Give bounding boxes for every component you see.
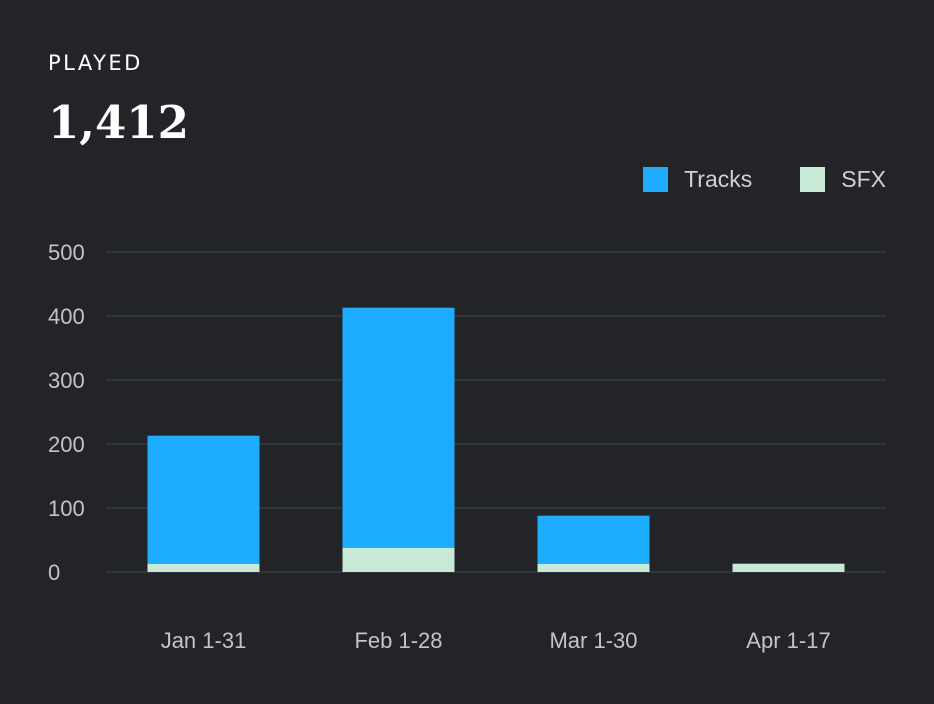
- y-tick-label-500: 500: [48, 240, 85, 265]
- bar-tracks-1: [342, 307, 455, 548]
- bar-sfx-2: [537, 563, 650, 572]
- chart-legend: Tracks SFX: [595, 166, 886, 193]
- legend-label-sfx: SFX: [841, 166, 886, 192]
- bar-sfx-1: [342, 547, 455, 572]
- legend-item-sfx[interactable]: SFX: [800, 166, 886, 193]
- x-tick-label-1: Feb 1-28: [354, 628, 442, 653]
- y-tick-label-0: 0: [48, 560, 60, 585]
- card-label: PLAYED: [48, 51, 143, 75]
- legend-item-tracks[interactable]: Tracks: [643, 166, 752, 193]
- y-tick-label-100: 100: [48, 496, 85, 521]
- played-total: 1,412: [48, 96, 189, 149]
- legend-swatch-sfx: [800, 167, 826, 192]
- x-tick-label-3: Apr 1-17: [746, 628, 830, 653]
- x-tick-label-0: Jan 1-31: [161, 628, 247, 653]
- bar-tracks-0: [147, 435, 260, 564]
- y-tick-label-200: 200: [48, 432, 85, 457]
- x-tick-label-2: Mar 1-30: [549, 628, 637, 653]
- bar-sfx-0: [147, 563, 260, 572]
- legend-swatch-tracks: [643, 167, 669, 192]
- y-tick-label-300: 300: [48, 368, 85, 393]
- bar-sfx-3: [732, 563, 845, 572]
- bar-tracks-2: [537, 515, 650, 564]
- legend-label-tracks: Tracks: [684, 166, 753, 192]
- y-tick-label-400: 400: [48, 304, 85, 329]
